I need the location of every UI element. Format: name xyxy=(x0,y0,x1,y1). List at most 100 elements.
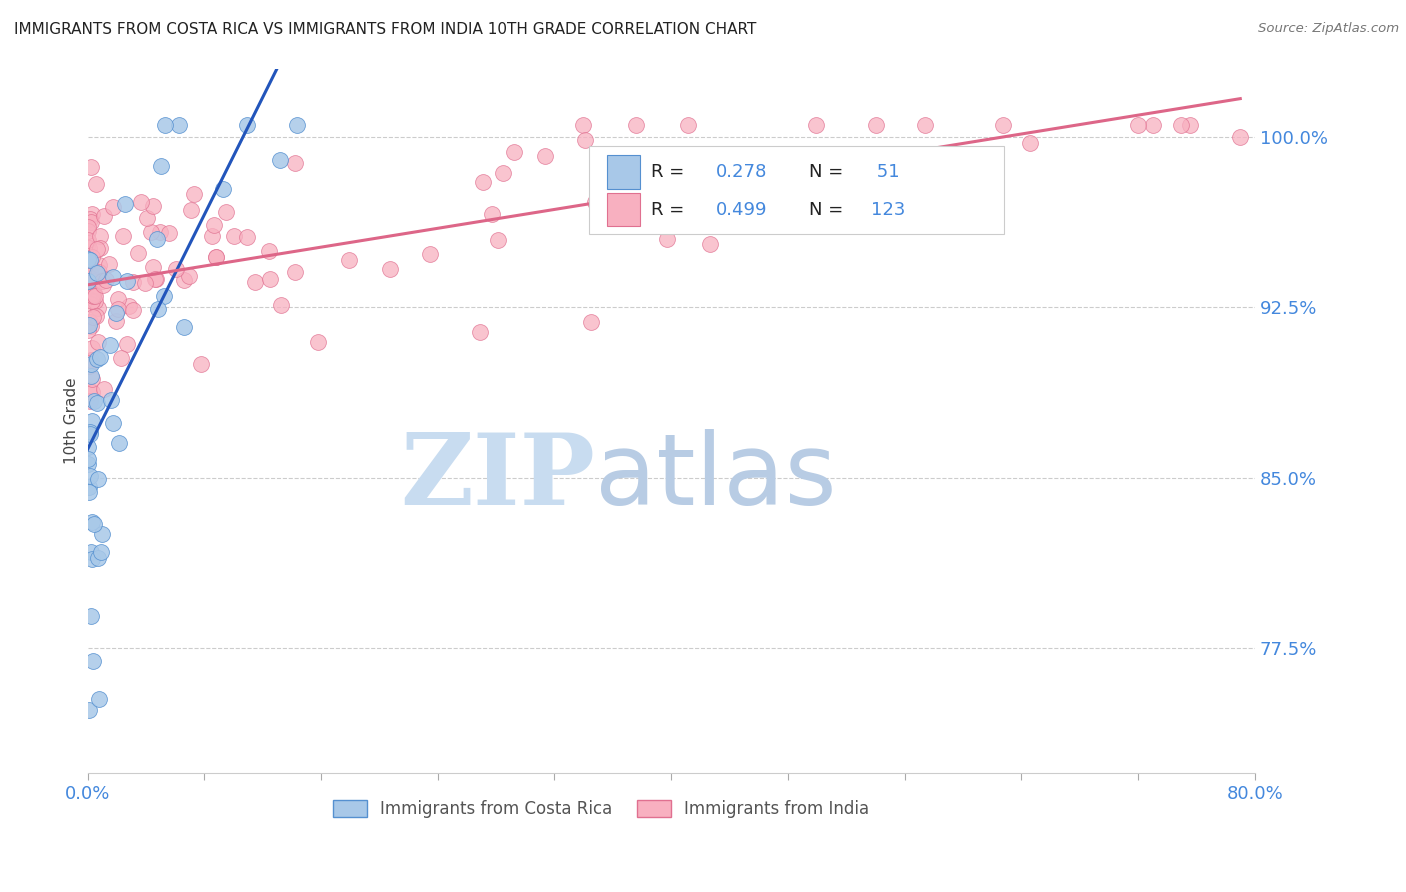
Text: N =: N = xyxy=(808,201,849,219)
Point xyxy=(90,526,112,541)
Point xyxy=(79,468,101,483)
Point xyxy=(419,247,441,261)
Point xyxy=(79,355,101,369)
Point xyxy=(83,393,105,408)
Point xyxy=(131,194,153,209)
Point xyxy=(115,274,138,288)
Point xyxy=(82,287,104,301)
Point xyxy=(86,473,108,487)
Point xyxy=(134,277,156,291)
Point xyxy=(337,252,360,267)
Point xyxy=(77,485,100,500)
Point xyxy=(77,318,100,332)
Point xyxy=(80,515,103,529)
Point xyxy=(77,219,100,234)
Point xyxy=(80,319,103,334)
Point xyxy=(90,274,112,288)
Point xyxy=(222,228,245,243)
Point xyxy=(77,292,100,306)
Point xyxy=(80,207,103,221)
Point xyxy=(122,275,145,289)
Point xyxy=(84,309,107,323)
Point xyxy=(98,338,121,352)
Point xyxy=(142,199,165,213)
Text: Source: ZipAtlas.com: Source: ZipAtlas.com xyxy=(1258,22,1399,36)
Point xyxy=(79,425,101,439)
Point xyxy=(101,416,124,430)
Point xyxy=(82,310,104,325)
Point xyxy=(183,186,205,201)
Point xyxy=(270,298,292,312)
Text: 123: 123 xyxy=(870,201,905,219)
Point xyxy=(626,119,648,133)
Point xyxy=(173,320,195,334)
Point xyxy=(177,269,200,284)
Point xyxy=(159,226,181,240)
Point xyxy=(84,177,107,191)
Point xyxy=(86,266,108,280)
Point xyxy=(127,245,149,260)
Point xyxy=(284,155,307,169)
Point xyxy=(86,301,108,315)
Point xyxy=(481,207,503,221)
Point xyxy=(80,353,103,368)
Text: 51: 51 xyxy=(870,163,900,181)
Point xyxy=(101,200,124,214)
Bar xyxy=(607,193,640,227)
Point xyxy=(380,262,402,277)
Point xyxy=(79,703,101,717)
Point xyxy=(77,383,100,397)
Point xyxy=(259,272,281,286)
Point xyxy=(82,654,104,668)
Point xyxy=(145,272,167,286)
Point xyxy=(503,145,526,159)
Point xyxy=(112,229,135,244)
Point xyxy=(201,229,224,244)
Point xyxy=(173,272,195,286)
Point xyxy=(100,393,122,408)
Point xyxy=(86,396,108,410)
Point xyxy=(165,262,187,277)
Point xyxy=(91,277,114,292)
Point xyxy=(83,516,105,531)
Point xyxy=(80,215,103,229)
Point xyxy=(79,252,101,267)
Point xyxy=(1142,119,1164,133)
Point xyxy=(283,265,305,279)
Point xyxy=(105,306,128,320)
Text: 0.278: 0.278 xyxy=(716,163,766,181)
Point xyxy=(1170,119,1192,133)
Point xyxy=(153,119,176,133)
Point xyxy=(87,334,110,349)
Point xyxy=(77,275,100,289)
Point xyxy=(865,119,887,133)
Point xyxy=(80,160,103,174)
Bar xyxy=(607,155,640,189)
Point xyxy=(149,225,172,239)
Point xyxy=(1178,119,1201,133)
Point xyxy=(76,452,98,467)
Point xyxy=(86,242,108,256)
Point xyxy=(142,260,165,274)
Point xyxy=(153,289,176,303)
FancyBboxPatch shape xyxy=(589,146,1004,235)
Point xyxy=(269,153,291,168)
Point xyxy=(77,261,100,276)
Point xyxy=(80,369,103,384)
Text: ZIP: ZIP xyxy=(401,429,595,526)
Point xyxy=(77,252,100,266)
Point xyxy=(76,323,98,337)
Text: N =: N = xyxy=(808,163,849,181)
Point xyxy=(82,293,104,308)
Point xyxy=(79,393,101,408)
Point xyxy=(205,250,228,264)
Point xyxy=(83,294,105,309)
Point xyxy=(676,119,699,133)
Point xyxy=(257,244,280,259)
Point xyxy=(93,210,115,224)
Point xyxy=(204,250,226,264)
Point xyxy=(87,551,110,566)
Point xyxy=(139,225,162,239)
Point xyxy=(105,314,128,328)
Point xyxy=(77,235,100,250)
